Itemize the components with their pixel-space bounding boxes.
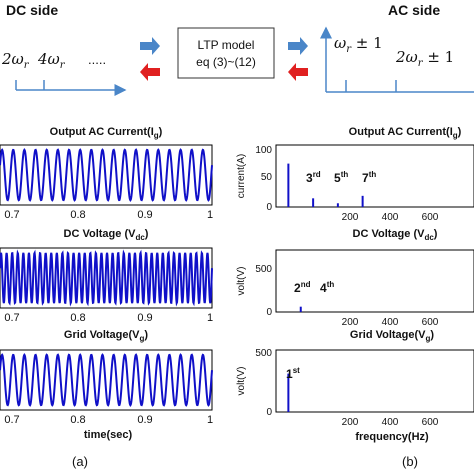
x-tick-label: 1 xyxy=(207,312,213,324)
freq-panel-title: Grid Voltage(Vg) xyxy=(350,329,434,343)
x-axis-label: frequency(Hz) xyxy=(355,431,429,443)
time-panel-title: Grid Voltage(Vg) xyxy=(64,329,148,343)
x-tick-label: 200 xyxy=(342,417,359,428)
dc-harmonic-2: 2ωr xyxy=(1,50,30,71)
forward-arrow-left xyxy=(140,37,160,55)
x-tick-label: 200 xyxy=(342,317,359,328)
x-tick-label: 0.8 xyxy=(70,312,85,324)
x-tick-label: 0.8 xyxy=(70,414,85,426)
caption-b: (b) xyxy=(402,454,418,469)
y-axis-label: volt(V) xyxy=(236,367,247,396)
waveform-ac-current xyxy=(0,148,213,202)
ac-harmonic-1: ωr ± 1 xyxy=(334,34,383,55)
ltp-model-box: LTP model eq (3)~(12) xyxy=(177,27,275,79)
harmonic-annotation-7th: 7th xyxy=(362,170,376,185)
time-panel-title: DC Voltage (Vdc) xyxy=(64,228,149,242)
y-tick-label: 500 xyxy=(255,348,272,359)
waveform-dc-voltage xyxy=(0,249,213,307)
x-tick-label: 0.9 xyxy=(137,414,152,426)
ltp-model-label: LTP model xyxy=(198,38,255,52)
freq-panel-ac-current: Output AC Current(Ig) 100 50 0 current(A… xyxy=(236,126,474,223)
x-tick-label: 0.9 xyxy=(137,209,152,221)
backward-arrow-left xyxy=(140,63,160,81)
time-domain-panels: Output AC Current(Ig) 0.7 0.8 0.9 1 DC V… xyxy=(0,126,213,441)
ac-side-title: AC side xyxy=(388,2,440,18)
harmonic-annotation-1st: 1st xyxy=(286,366,300,381)
backward-arrow-right xyxy=(288,63,308,81)
waveform-grid-voltage xyxy=(0,353,213,407)
ac-harmonic-2: 2ωr ± 1 xyxy=(395,48,454,69)
dc-harmonic-4: 4ωr xyxy=(37,50,66,71)
harmonic-annotation-3rd: 3rd xyxy=(306,170,321,185)
x-tick-label: 400 xyxy=(382,417,399,428)
freq-panel-grid-voltage: Grid Voltage(Vg) 500 0 volt(V) 1st 200 4… xyxy=(236,329,474,443)
dc-side-spectrum: 2ωr 4ωr ..... xyxy=(1,50,127,96)
time-panel-ac-current: Output AC Current(Ig) 0.7 0.8 0.9 1 xyxy=(0,126,213,221)
freq-panel-title: Output AC Current(Ig) xyxy=(349,126,462,140)
x-tick-label: 1 xyxy=(207,414,213,426)
forward-arrow-right xyxy=(288,37,308,55)
dc-harmonic-ellipsis: ..... xyxy=(88,52,106,67)
y-tick-label: 500 xyxy=(255,264,272,275)
harmonic-annotation-2nd: 2nd xyxy=(294,280,311,295)
y-tick-label: 50 xyxy=(261,172,273,183)
x-tick-label: 400 xyxy=(382,212,399,223)
freq-panel-title: DC Voltage (Vdc) xyxy=(353,228,438,242)
x-tick-label: 600 xyxy=(422,317,439,328)
harmonic-annotation-4th: 4th xyxy=(320,280,334,295)
x-tick-label: 600 xyxy=(422,417,439,428)
y-axis-label: volt(V) xyxy=(236,267,247,296)
x-tick-label: 0.8 xyxy=(70,209,85,221)
y-tick-label: 0 xyxy=(266,407,272,418)
x-tick-label: 0.7 xyxy=(4,209,19,221)
x-tick-label: 0.7 xyxy=(4,414,19,426)
time-panel-dc-voltage: DC Voltage (Vdc) 0.7 0.8 0.9 1 xyxy=(0,228,213,324)
time-panel-title: Output AC Current(Ig) xyxy=(50,126,163,140)
harmonic-annotation-5th: 5th xyxy=(334,170,348,185)
ac-side-spectrum: ωr ± 1 2ωr ± 1 xyxy=(320,26,474,93)
x-tick-label: 200 xyxy=(342,212,359,223)
x-tick-label: 0.9 xyxy=(137,312,152,324)
y-tick-label: 0 xyxy=(266,307,272,318)
x-tick-label: 1 xyxy=(207,209,213,221)
y-axis-label: current(A) xyxy=(236,154,247,198)
y-tick-label: 100 xyxy=(255,145,272,156)
caption-a: (a) xyxy=(72,454,88,469)
ltp-model-equation: eq (3)~(12) xyxy=(196,55,256,69)
time-panel-grid-voltage: Grid Voltage(Vg) 0.7 0.8 0.9 1 time(sec) xyxy=(0,329,213,441)
x-tick-label: 600 xyxy=(422,212,439,223)
x-tick-label: 0.7 xyxy=(4,312,19,324)
frequency-domain-panels: Output AC Current(Ig) 100 50 0 current(A… xyxy=(236,126,474,443)
freq-panel-dc-voltage: DC Voltage (Vdc) 500 0 volt(V) 2nd 4th 2… xyxy=(236,228,474,328)
x-axis-label: time(sec) xyxy=(84,429,133,441)
y-tick-label: 0 xyxy=(266,202,272,213)
x-tick-label: 400 xyxy=(382,317,399,328)
spectrum-bars-ac-current xyxy=(287,163,364,207)
dc-side-title: DC side xyxy=(6,2,58,18)
